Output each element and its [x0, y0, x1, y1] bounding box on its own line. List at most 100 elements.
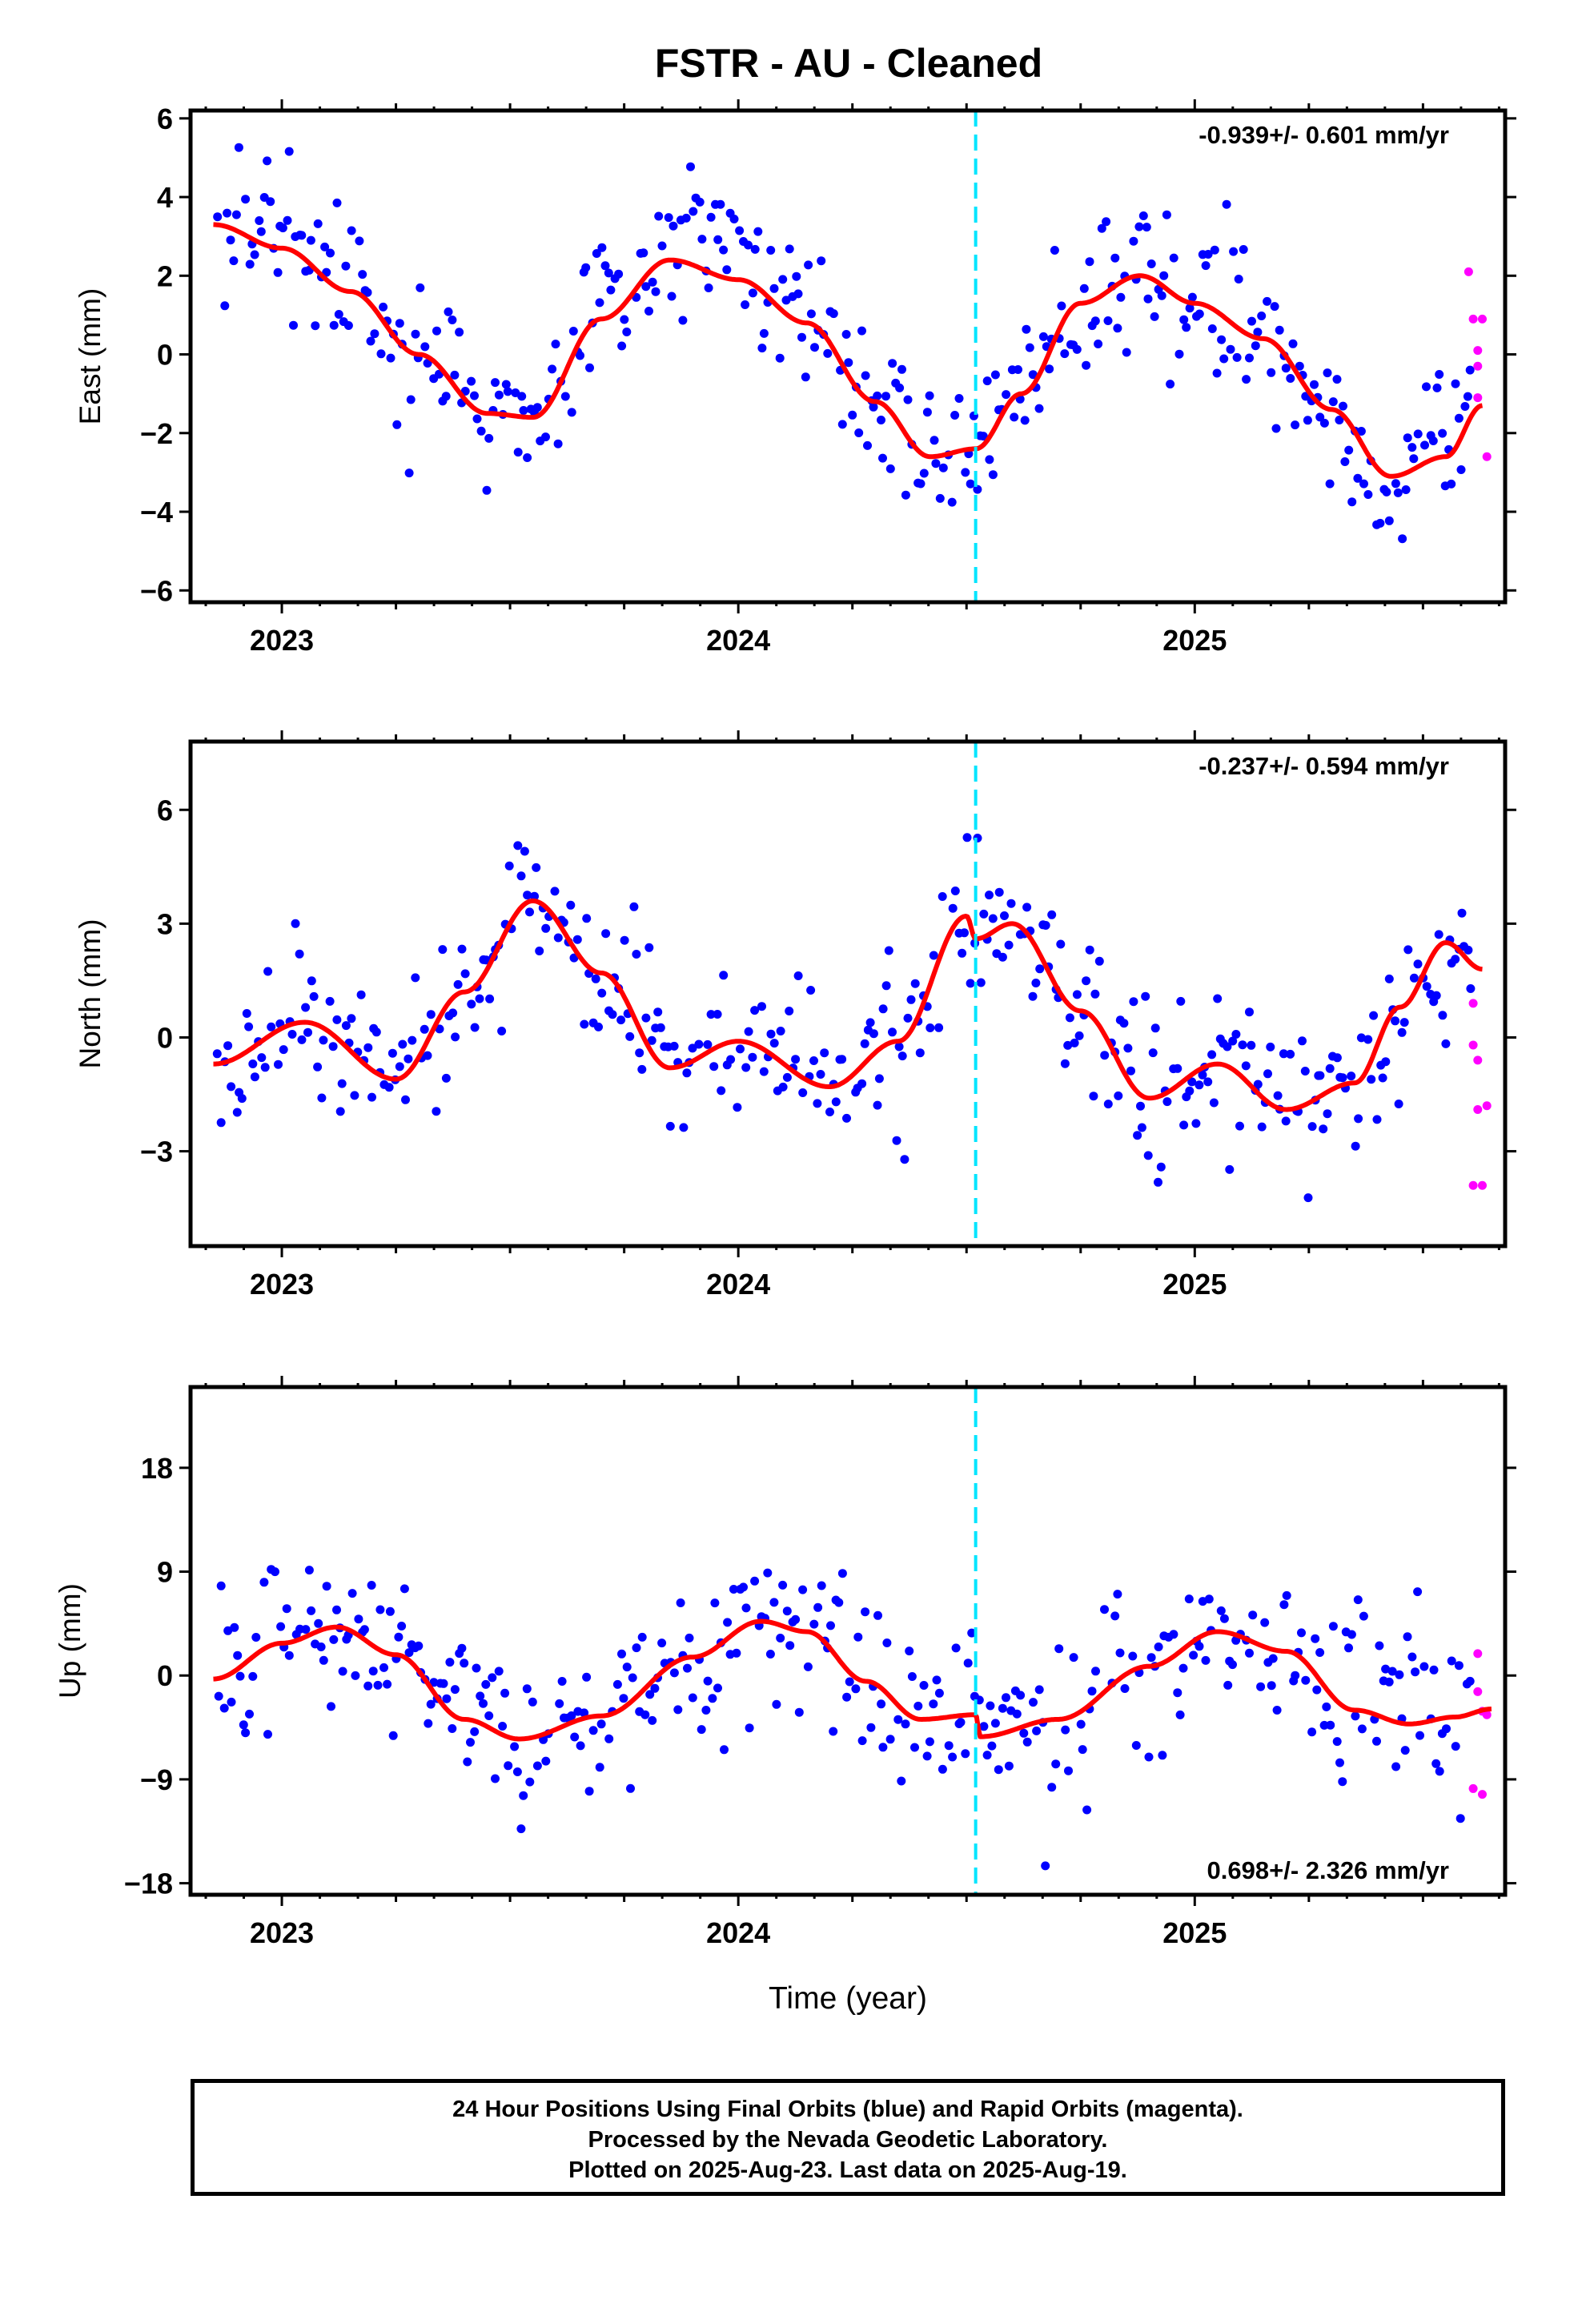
data-point [1367, 1075, 1376, 1084]
data-point [223, 208, 232, 218]
data-point [257, 1053, 267, 1063]
data-point [1175, 1710, 1185, 1719]
data-point [435, 1024, 444, 1034]
data-point [637, 1632, 647, 1642]
data-point [588, 1726, 598, 1735]
data-point [1047, 910, 1057, 919]
data-point [956, 1718, 966, 1727]
data-point [1229, 247, 1239, 256]
data-point [1356, 427, 1366, 436]
data-point [1256, 1682, 1266, 1691]
data-point [1344, 445, 1354, 455]
data-point [884, 946, 893, 955]
data-point [1063, 1040, 1073, 1050]
data-point [1195, 1080, 1204, 1090]
data-point [370, 329, 379, 339]
data-point [576, 351, 584, 360]
data-point [929, 1699, 938, 1709]
data-point [244, 1022, 254, 1031]
data-point [816, 1070, 825, 1079]
data-point [1411, 1667, 1420, 1677]
data-point [682, 1068, 692, 1078]
data-point [581, 263, 591, 272]
data-point [1241, 1061, 1251, 1071]
data-point [223, 1041, 233, 1051]
data-point [1335, 1758, 1344, 1767]
data-point [614, 269, 624, 279]
data-point [320, 242, 330, 251]
data-point [938, 1764, 947, 1774]
data-point [966, 479, 975, 489]
data-point [550, 887, 560, 896]
data-point [1212, 368, 1222, 378]
data-point [963, 1659, 973, 1668]
data-point [1384, 1677, 1394, 1687]
data-point [1356, 1033, 1366, 1043]
data-point [235, 1671, 245, 1681]
data-point [717, 1086, 726, 1096]
data-point [1110, 253, 1120, 263]
data-point [1159, 271, 1169, 280]
rapid-data-point [1482, 1101, 1492, 1111]
data-point [384, 1083, 394, 1092]
data-point [1372, 1115, 1382, 1124]
data-point [958, 948, 967, 958]
model-fit-line [212, 222, 1484, 479]
data-point [1407, 443, 1417, 452]
data-point [654, 211, 664, 221]
data-point [498, 1722, 508, 1731]
rapid-data-point [1482, 452, 1492, 461]
data-point [637, 1064, 647, 1074]
data-point [1150, 312, 1159, 321]
data-point [798, 1585, 808, 1594]
data-point [597, 243, 607, 252]
data-point [582, 1672, 592, 1682]
data-point [568, 327, 578, 336]
data-point [703, 1676, 713, 1686]
data-point [398, 1039, 408, 1049]
data-point [319, 1655, 328, 1665]
data-point [1038, 332, 1048, 341]
data-point [423, 1051, 432, 1060]
data-point [1082, 976, 1091, 986]
data-point [857, 326, 866, 336]
data-point [284, 147, 294, 156]
data-point [1279, 1600, 1289, 1610]
data-point [1413, 1587, 1423, 1597]
data-point [1146, 259, 1156, 268]
data-point [810, 343, 819, 352]
rapid-data-point [1468, 999, 1478, 1008]
data-point [1060, 349, 1070, 359]
data-point [1187, 1077, 1197, 1087]
data-point [467, 999, 476, 1009]
data-point [216, 1581, 226, 1590]
data-point [366, 336, 375, 346]
data-point [1431, 1759, 1441, 1768]
data-point [842, 1692, 852, 1702]
data-point [341, 1021, 351, 1031]
data-point [1301, 1675, 1311, 1685]
data-point [1231, 1030, 1241, 1039]
data-point [988, 914, 998, 923]
data-point [1203, 1077, 1213, 1087]
data-point [1353, 473, 1363, 483]
y-tick-label: 6 [157, 103, 173, 135]
data-point [664, 213, 673, 223]
data-point [388, 1731, 398, 1740]
plot-frame [188, 1385, 1508, 1897]
data-point [266, 197, 275, 207]
data-point [325, 996, 335, 1006]
x-tick-label: 2024 [706, 1916, 770, 1949]
data-point [926, 1023, 935, 1032]
data-point [897, 1051, 907, 1061]
y-tick-label: 0 [157, 339, 173, 372]
rate-annotation: 0.698+/- 2.326 mm/yr [1207, 1856, 1449, 1884]
data-point [645, 1690, 655, 1699]
rapid-data-point [1473, 1649, 1483, 1659]
x-tick-label: 2023 [250, 624, 314, 657]
data-point [1422, 982, 1431, 991]
data-point [1157, 291, 1166, 300]
data-point [1369, 1011, 1379, 1020]
data-point [332, 1605, 341, 1614]
data-point [232, 1108, 242, 1117]
